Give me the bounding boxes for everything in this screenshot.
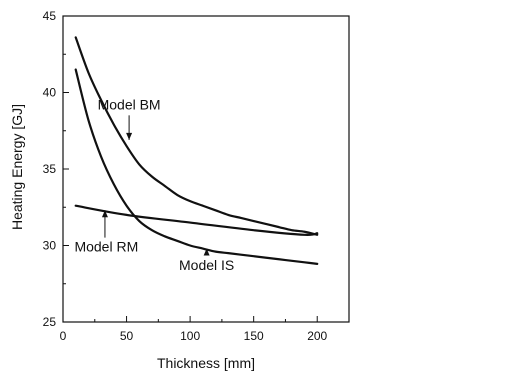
- annotation-label: Model IS: [179, 257, 234, 273]
- x-tick-label: 50: [120, 329, 134, 343]
- annotation-arrow-head: [203, 248, 210, 256]
- annotation-arrow-head: [126, 132, 133, 140]
- y-tick-label: 30: [43, 239, 57, 253]
- x-tick-label: 0: [60, 329, 67, 343]
- x-tick-label: 200: [307, 329, 327, 343]
- y-tick-label: 25: [43, 315, 57, 329]
- y-tick-label: 40: [43, 86, 57, 100]
- x-axis-ticks: 0 50 100 150 200: [60, 316, 350, 343]
- annotation-label: Model BM: [98, 96, 161, 112]
- x-tick-label: 150: [244, 329, 264, 343]
- annotation-arrow-head: [101, 210, 108, 218]
- x-tick-label: 100: [180, 329, 200, 343]
- y-tick-label: 35: [43, 162, 57, 176]
- series-line-rm: [74, 204, 319, 236]
- series-line-bm: [74, 36, 319, 236]
- annotation-layer: Model BM Model RM Model IS: [74, 96, 234, 273]
- x-axis-title: Thickness [mm]: [157, 355, 255, 371]
- series-line-is: [74, 68, 319, 265]
- series-layer: [74, 36, 319, 265]
- y-axis-title: Heating Energy [GJ]: [9, 104, 25, 230]
- y-axis-ticks: 25 30 35 40 45: [43, 9, 69, 329]
- y-tick-label: 45: [43, 9, 57, 23]
- annotation-label: Model RM: [74, 239, 138, 255]
